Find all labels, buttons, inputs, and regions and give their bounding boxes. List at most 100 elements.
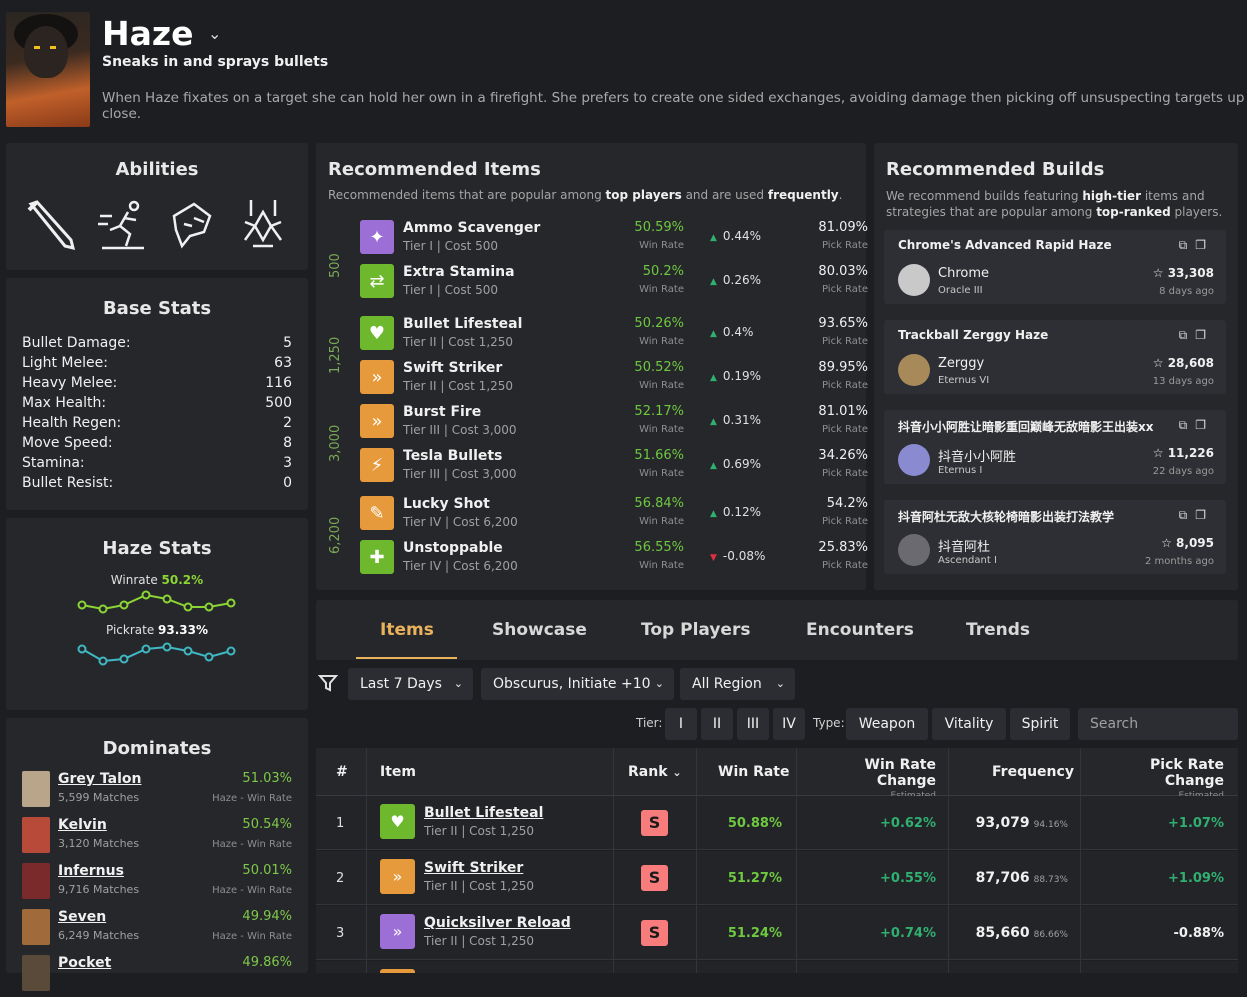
- author-rank: Eternus VI: [938, 375, 990, 386]
- tab-showcase[interactable]: Showcase: [492, 620, 587, 640]
- col-item[interactable]: Item: [380, 764, 416, 780]
- tier-filter-iii[interactable]: III: [737, 708, 769, 740]
- dominates-row[interactable]: Pocket 49.86%: [6, 951, 308, 997]
- item-name: Bullet Lifesteal: [403, 316, 523, 332]
- item-icon: ♥: [360, 316, 394, 350]
- type-filter-vitality[interactable]: Vitality: [932, 708, 1006, 740]
- type-filter-spirit[interactable]: Spirit: [1010, 708, 1070, 740]
- build-author: 抖音阿杜: [938, 540, 991, 555]
- external-link-icon[interactable]: ⧉: [1178, 418, 1196, 432]
- search-input[interactable]: [1078, 708, 1238, 740]
- build-card[interactable]: Trackball Zerggy Haze ⧉❐ Zerggy Eternus VI ☆…: [884, 320, 1226, 394]
- recommended-item-row[interactable]: ✦ Ammo Scavenger Tier I | Cost 500 50.59% Wi…: [360, 216, 868, 256]
- tab-trends[interactable]: Trends: [966, 620, 1031, 640]
- dominates-winrate: 51.03%: [242, 771, 292, 786]
- dominated-hero-name[interactable]: Pocket: [58, 955, 112, 971]
- build-title[interactable]: Chrome's Advanced Rapid Haze: [898, 238, 1112, 252]
- external-link-icon[interactable]: ⧉: [1178, 508, 1196, 522]
- pickrate-sparkline[interactable]: [6, 637, 308, 677]
- dominated-hero-name[interactable]: Seven: [58, 909, 107, 925]
- col-frequency[interactable]: Frequency: [992, 764, 1074, 780]
- build-card[interactable]: 抖音阿杜无敌大核轮椅暗影出装打法教学 ⧉❐ 抖音阿杜 Ascendant I ☆ 8,0…: [884, 500, 1226, 574]
- hero-name[interactable]: Haze: [102, 14, 194, 53]
- dagger-icon[interactable]: [23, 196, 79, 252]
- dominates-row[interactable]: Seven 6,249 Matches 49.94% Haze - Win Rate: [6, 905, 308, 951]
- copy-icon[interactable]: ❐: [1195, 418, 1214, 432]
- col-wrchange[interactable]: Win Rate ChangeEstimated: [864, 757, 937, 801]
- build-title[interactable]: Trackball Zerggy Haze: [898, 328, 1049, 342]
- match-count: 9,716 Matches: [58, 883, 140, 896]
- item-meta: Tier III | Cost 3,000: [403, 423, 517, 437]
- item-icon: ✎: [360, 496, 394, 530]
- build-actions: ⧉❐: [1179, 508, 1214, 523]
- item-meta: Tier IV | Cost 6,200: [403, 559, 518, 573]
- author-avatar: [898, 444, 930, 476]
- filter-icon[interactable]: [318, 674, 338, 692]
- item-name-link[interactable]: Swift Striker: [424, 860, 524, 876]
- winrate-sparkline[interactable]: [6, 587, 308, 619]
- chevron-down-icon: ⌄: [775, 677, 785, 690]
- region-select[interactable]: All Region ⌄: [680, 668, 795, 700]
- copy-icon[interactable]: ❐: [1195, 328, 1214, 342]
- recommended-item-row[interactable]: » Burst Fire Tier III | Cost 3,000 52.17% Wi…: [360, 400, 868, 440]
- build-stars: ☆ 28,608: [1152, 356, 1214, 370]
- tab-top-players[interactable]: Top Players: [641, 620, 751, 640]
- recommended-items-subtitle: Recommended items that are popular among…: [328, 188, 843, 202]
- item-pickrate: 81.09%: [818, 220, 868, 235]
- build-title[interactable]: 抖音阿杜无敌大核轮椅暗影出装打法教学: [898, 510, 1115, 524]
- smoke-fixation-icon[interactable]: [164, 196, 220, 252]
- winrate-metric: Winrate 50.2%: [110, 573, 204, 587]
- table-row[interactable]: »: [316, 961, 1238, 973]
- stat-row: Stamina: 3: [6, 453, 308, 473]
- stat-row: Heavy Melee: 116: [6, 373, 308, 393]
- col-rank[interactable]: Rank ⌄: [628, 764, 682, 780]
- dominates-row[interactable]: Kelvin 3,120 Matches 50.54% Haze - Win Rate: [6, 813, 308, 859]
- item-name-link[interactable]: Bullet Lifesteal: [424, 805, 544, 821]
- type-filter-weapon[interactable]: Weapon: [846, 708, 928, 740]
- dominated-hero-name[interactable]: Kelvin: [58, 817, 107, 833]
- recommended-item-row[interactable]: ⇄ Extra Stamina Tier I | Cost 500 50.2% Win …: [360, 260, 868, 300]
- stat-value: 63: [274, 355, 292, 371]
- recommended-item-row[interactable]: ♥ Bullet Lifesteal Tier II | Cost 1,250 50.…: [360, 312, 868, 352]
- tier-filter-ii[interactable]: II: [701, 708, 733, 740]
- cost-group-label: 500: [328, 253, 343, 278]
- build-card[interactable]: Chrome's Advanced Rapid Haze ⧉❐ Chrome Orac…: [884, 230, 1226, 304]
- tab-encounters[interactable]: Encounters: [806, 620, 914, 640]
- build-author: Chrome: [938, 266, 989, 281]
- dominated-hero-name[interactable]: Grey Talon: [58, 771, 142, 787]
- hero-description: When Haze fixates on a target she can ho…: [102, 90, 1245, 122]
- item-winrate-label: Win Rate: [639, 284, 684, 295]
- copy-icon[interactable]: ❐: [1195, 508, 1214, 522]
- recommended-item-row[interactable]: ✎ Lucky Shot Tier IV | Cost 6,200 56.84% Win…: [360, 492, 868, 532]
- tier-filter-iv[interactable]: IV: [773, 708, 805, 740]
- dominates-row[interactable]: Infernus 9,716 Matches 50.01% Haze - Win Ra…: [6, 859, 308, 905]
- item-name-link[interactable]: Quicksilver Reload: [424, 915, 571, 931]
- stat-label: Bullet Resist:: [22, 475, 114, 491]
- rank-select[interactable]: Obscurus, Initiate +10 ⌄: [481, 668, 674, 700]
- bullet-dance-icon[interactable]: [235, 196, 291, 252]
- type-filter-label: Type:: [813, 716, 845, 730]
- table-row[interactable]: 3 » Quicksilver Reload Tier II | Cost 1,250…: [316, 906, 1238, 960]
- col-prchange[interactable]: Pick Rate ChangeEstimated: [1150, 757, 1224, 801]
- hero-select-chevron-icon[interactable]: ⌄: [208, 24, 222, 43]
- recommended-item-row[interactable]: ⚡ Tesla Bullets Tier III | Cost 3,000 51.66…: [360, 444, 868, 484]
- table-row[interactable]: 2 » Swift Striker Tier II | Cost 1,250 S 51.2…: [316, 851, 1238, 905]
- sleep-runner-icon[interactable]: [94, 196, 150, 252]
- recommended-item-row[interactable]: ✚ Unstoppable Tier IV | Cost 6,200 56.55% Wi…: [360, 536, 868, 576]
- stat-label: Bullet Damage:: [22, 335, 131, 351]
- dominates-row[interactable]: Grey Talon 5,599 Matches 51.03% Haze - Win …: [6, 767, 308, 813]
- star-icon: ☆: [1152, 266, 1168, 280]
- item-icon: »: [380, 914, 415, 949]
- tier-filter-i[interactable]: I: [665, 708, 697, 740]
- copy-icon[interactable]: ❐: [1195, 238, 1214, 252]
- table-row[interactable]: 1 ♥ Bullet Lifesteal Tier II | Cost 1,250 S 5…: [316, 796, 1238, 850]
- build-card[interactable]: 抖音小小阿胜让暗影重回巅峰无敌暗影王出装xx ⧉❐ 抖音小小阿胜 Eternus I ☆…: [884, 410, 1226, 484]
- tab-items[interactable]: Items: [380, 620, 434, 640]
- recommended-item-row[interactable]: » Swift Striker Tier II | Cost 1,250 50.52%…: [360, 356, 868, 396]
- col-winrate[interactable]: Win Rate: [718, 764, 790, 780]
- external-link-icon[interactable]: ⧉: [1178, 238, 1196, 252]
- dominated-hero-name[interactable]: Infernus: [58, 863, 124, 879]
- period-select[interactable]: Last 7 Days ⌄: [348, 668, 473, 700]
- external-link-icon[interactable]: ⧉: [1178, 328, 1196, 342]
- build-title[interactable]: 抖音小小阿胜让暗影重回巅峰无敌暗影王出装xx: [898, 420, 1154, 434]
